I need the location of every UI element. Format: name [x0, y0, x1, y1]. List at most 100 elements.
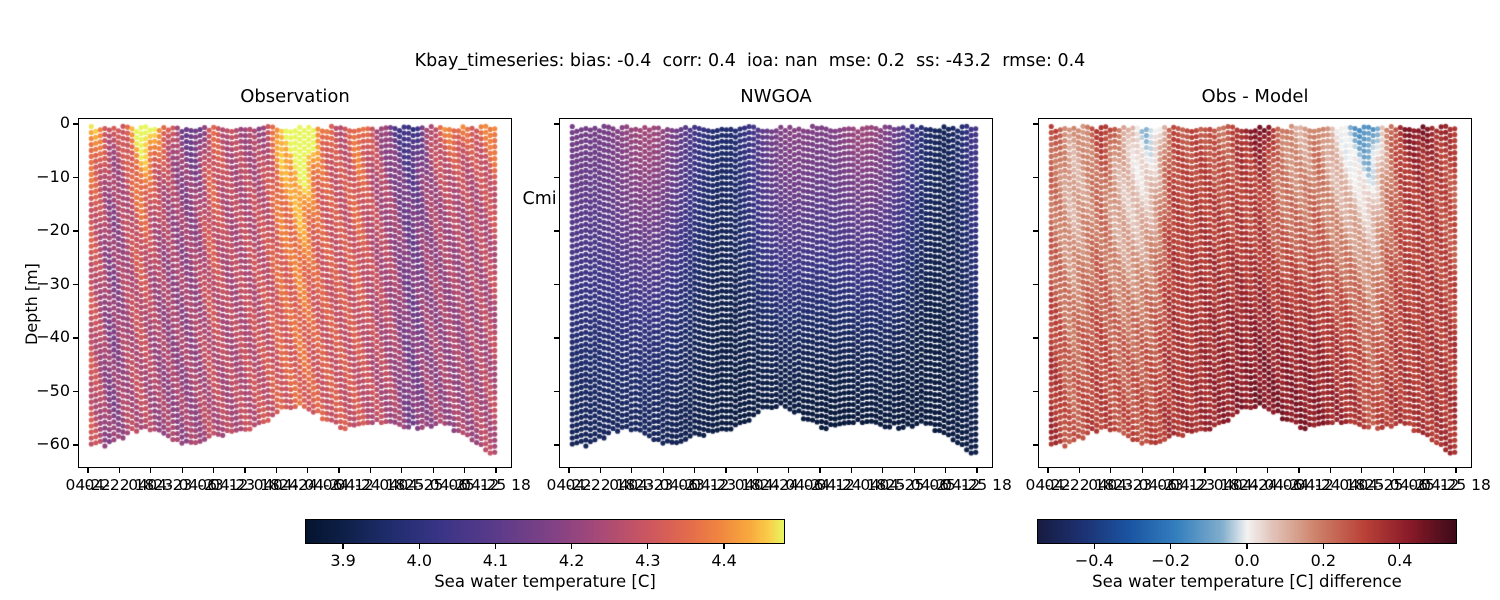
x-tick-mark — [1361, 468, 1363, 473]
x-tick-label: 04-22 18 — [84, 476, 155, 494]
colorbar-tick-mark — [1322, 544, 1324, 549]
x-tick-label: 04-23 18 — [691, 476, 761, 494]
x-tick-label: 04-23 18 — [210, 476, 280, 494]
x-tick-label: 04-25 18 — [1421, 476, 1491, 494]
x-tick-mark — [1298, 468, 1300, 473]
x-tick-label: 04-23 — [128, 476, 174, 494]
x-tick-mark — [568, 468, 570, 473]
y-tick-mark — [554, 123, 559, 125]
x-tick-mark — [432, 468, 434, 473]
x-tick-label: 04-22 — [65, 476, 111, 494]
x-tick-mark — [1392, 468, 1394, 473]
colorbar-tick-label: 0.0 — [1234, 551, 1260, 570]
y-tick-label: −40 — [36, 327, 70, 346]
colorbar-tick-label: 3.9 — [330, 551, 356, 570]
x-tick-label: 04-24 06 — [753, 476, 824, 494]
x-tick-mark — [1204, 468, 1206, 473]
y-tick-mark — [1033, 390, 1038, 393]
colorbar-tick-mark — [571, 544, 573, 549]
x-tick-label: 04-24 12 — [304, 476, 374, 494]
x-tick-label: 04-24 — [734, 476, 780, 494]
y-tick-mark — [1033, 123, 1038, 125]
y-tick-mark — [73, 283, 78, 286]
x-tick-label: 04-25 18 — [942, 476, 1012, 494]
x-tick-mark — [1047, 468, 1049, 473]
plot-area-observation[interactable] — [78, 118, 512, 468]
x-tick-label: 04-24 — [253, 476, 299, 494]
x-tick-mark — [463, 468, 466, 473]
x-tick-mark — [1078, 468, 1081, 473]
y-tick-mark — [73, 337, 78, 339]
x-tick-mark — [369, 468, 372, 473]
x-tick-mark — [850, 468, 853, 473]
x-tick-mark — [756, 468, 758, 473]
x-tick-label: 04-25 06 — [879, 476, 950, 494]
x-tick-label: 04-23 — [1088, 476, 1134, 494]
x-tick-mark — [118, 468, 121, 473]
y-tick-mark — [73, 390, 78, 393]
x-tick-mark — [631, 468, 633, 473]
y-tick-mark — [1033, 337, 1038, 339]
y-tick-mark — [554, 390, 559, 393]
x-tick-mark — [307, 468, 309, 473]
x-tick-label: 04-25 12 — [910, 476, 981, 494]
x-tick-label: 04-22 — [1025, 476, 1071, 494]
x-tick-label: 04-22 18 — [1044, 476, 1115, 494]
x-tick-label: 04-24 18 — [335, 476, 406, 494]
colorbar-tick-label: −0.4 — [1074, 551, 1114, 570]
x-tick-label: 04-23 06 — [1107, 476, 1177, 494]
y-tick-mark — [73, 444, 78, 446]
x-tick-label: 04-24 12 — [1264, 476, 1334, 494]
y-tick-mark — [1033, 176, 1038, 179]
x-tick-mark — [662, 468, 664, 473]
colorbar-tick-label: 4.4 — [711, 551, 737, 570]
colorbar-tick-mark — [723, 544, 725, 549]
colorbar-tick-label: 4.3 — [635, 551, 661, 570]
panel-title-nwgoa: NWGOA — [740, 86, 812, 107]
x-tick-label: 04-24 18 — [816, 476, 887, 494]
y-tick-mark — [1033, 230, 1038, 232]
x-tick-label: 04-25 — [379, 476, 425, 494]
colorbar-tick-label: 4.0 — [406, 551, 432, 570]
colorbar-temperature — [305, 519, 785, 544]
x-tick-label: 04-22 — [546, 476, 592, 494]
x-tick-mark — [1455, 468, 1457, 473]
suptitle-line-1: Kbay_timeseries: bias: -0.4 corr: 0.4 io… — [414, 51, 1086, 71]
colorbar-temperature-difference-label: Sea water temperature [C] difference — [1092, 572, 1402, 591]
x-tick-mark — [244, 468, 246, 473]
y-tick-mark — [554, 230, 559, 232]
colorbar-tick-mark — [1246, 544, 1248, 549]
colorbar-temperature-label: Sea water temperature [C] — [434, 572, 656, 591]
x-tick-mark — [819, 468, 821, 473]
y-tick-mark — [1033, 283, 1038, 286]
x-tick-mark — [1267, 468, 1269, 473]
x-tick-mark — [944, 468, 947, 473]
plot-area-nwgoa[interactable] — [559, 118, 993, 468]
x-tick-mark — [212, 468, 215, 473]
x-tick-label: 04-25 — [860, 476, 906, 494]
panel-title-obs-model: Obs - Model — [1201, 86, 1309, 107]
x-tick-label: 04-25 18 — [461, 476, 531, 494]
colorbar-tick-label: 4.2 — [558, 551, 585, 570]
y-tick-label: −10 — [36, 166, 70, 186]
x-tick-mark — [401, 468, 403, 473]
colorbar-tick-label: −0.2 — [1151, 551, 1191, 570]
x-tick-label: 04-24 06 — [272, 476, 343, 494]
x-tick-label: 04-24 06 — [1232, 476, 1303, 494]
x-tick-mark — [725, 468, 727, 473]
plot-area-obs-model[interactable] — [1038, 118, 1472, 468]
x-tick-mark — [275, 468, 277, 473]
x-tick-label: 04-22 18 — [565, 476, 636, 494]
x-tick-label: 04-23 12 — [178, 476, 249, 494]
colorbar-tick-mark — [1170, 544, 1172, 549]
x-tick-label: 04-25 06 — [398, 476, 469, 494]
colorbar-tick-mark — [494, 544, 497, 549]
x-tick-mark — [87, 468, 89, 473]
x-tick-mark — [976, 468, 978, 473]
colorbar-tick-label: 4.1 — [482, 551, 509, 570]
y-tick-mark — [554, 444, 559, 446]
x-tick-mark — [693, 468, 696, 473]
x-tick-mark — [1235, 468, 1237, 473]
colorbar-tick-mark — [342, 544, 344, 549]
